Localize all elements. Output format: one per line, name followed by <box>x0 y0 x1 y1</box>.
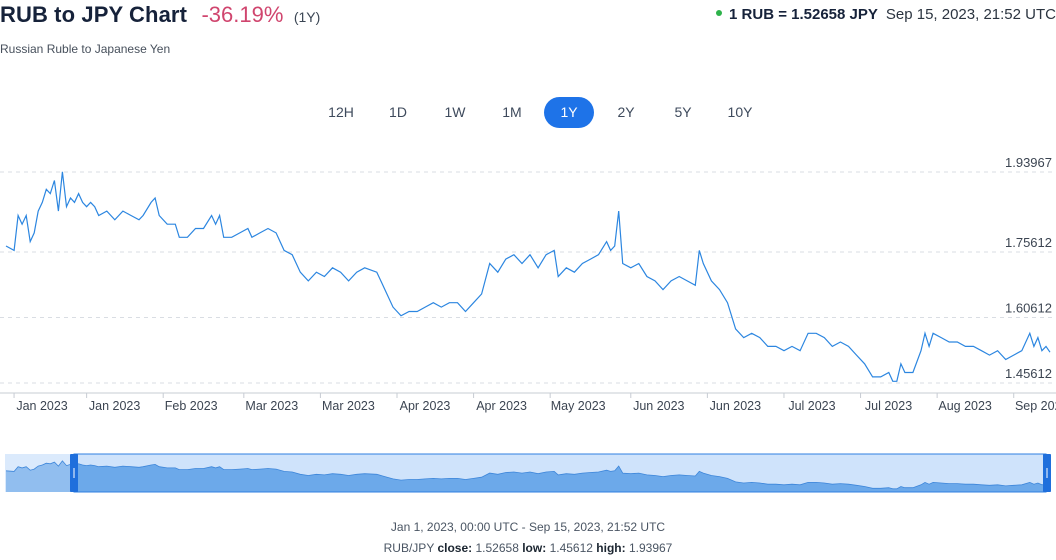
tab-1d[interactable]: 1D <box>389 104 407 120</box>
price-chart[interactable]: 1.93967 1.75612 1.60612 1.45612 Jan 2023 Jan… <box>0 140 1056 560</box>
x-tick-label: Apr 2023 <box>400 399 451 413</box>
x-tick-label: Sep 2023 <box>1015 399 1056 413</box>
x-tick-label: Feb 2023 <box>165 399 218 413</box>
x-tick-label: Jan 2023 <box>16 399 67 413</box>
x-tick-label: Jun 2023 <box>633 399 684 413</box>
x-tick-label: Jan 2023 <box>89 399 140 413</box>
price-line[interactable] <box>5 171 1051 382</box>
close-label: close: <box>437 541 473 555</box>
tab-2y[interactable]: 2Y <box>617 104 635 120</box>
y-tick-label: 1.75612 <box>1005 235 1052 250</box>
y-tick-label: 1.45612 <box>1005 366 1052 381</box>
tab-1y[interactable]: 1Y <box>544 97 594 128</box>
x-tick-label: May 2023 <box>551 399 606 413</box>
x-tick-label: Mar 2023 <box>245 399 298 413</box>
footer-pair: RUB/JPY <box>383 541 435 555</box>
close-value: 1.52658 <box>475 541 519 555</box>
high-label: high: <box>596 541 626 555</box>
x-tick-label: Jul 2023 <box>865 399 912 413</box>
x-tick-label: Mar 2023 <box>322 399 375 413</box>
y-tick-label: 1.60612 <box>1005 301 1052 316</box>
rate-timestamp: Sep 15, 2023, 21:52 UTC <box>885 6 1056 23</box>
navigator-line <box>5 460 1051 490</box>
range-navigator[interactable] <box>5 453 1051 493</box>
tab-1w[interactable]: 1W <box>444 104 466 120</box>
period-label: (1Y) <box>293 9 321 25</box>
x-tick-label: Apr 2023 <box>476 399 527 413</box>
chart-header: RUB to JPY Chart -36.19% (1Y) <box>0 2 320 28</box>
low-value: 1.45612 <box>549 541 593 555</box>
x-tick-label: Jul 2023 <box>788 399 835 413</box>
tab-12h[interactable]: 12H <box>328 104 354 120</box>
tab-1m[interactable]: 1M <box>502 104 522 120</box>
navigator-unselected-mask <box>5 454 74 492</box>
low-label: low: <box>522 541 547 555</box>
percent-change: -36.19% <box>201 2 284 27</box>
y-tick-label: 1.93967 <box>1005 155 1052 170</box>
footer-summary: RUB/JPY close: 1.52658 low: 1.45612 high… <box>0 541 1056 555</box>
live-status-icon <box>716 10 723 17</box>
page-title: RUB to JPY Chart <box>0 2 187 27</box>
footer-range: Jan 1, 2023, 00:00 UTC - Sep 15, 2023, 2… <box>390 520 666 534</box>
pair-subtitle: Russian Ruble to Japanese Yen <box>0 42 171 56</box>
tab-10y[interactable]: 10Y <box>727 104 753 120</box>
tab-5y[interactable]: 5Y <box>674 104 692 120</box>
rate-value: 1 RUB = 1.52658 JPY <box>729 6 878 23</box>
x-tick-label: Jun 2023 <box>710 399 761 413</box>
current-rate: 1 RUB = 1.52658 JPY Sep 15, 2023, 21:52 U… <box>716 6 1056 23</box>
x-tick-label: Aug 2023 <box>938 399 992 413</box>
timeframe-tabs: 12H 1D 1W 1M 1Y 2Y 5Y 10Y <box>316 97 772 128</box>
high-value: 1.93967 <box>628 541 673 555</box>
